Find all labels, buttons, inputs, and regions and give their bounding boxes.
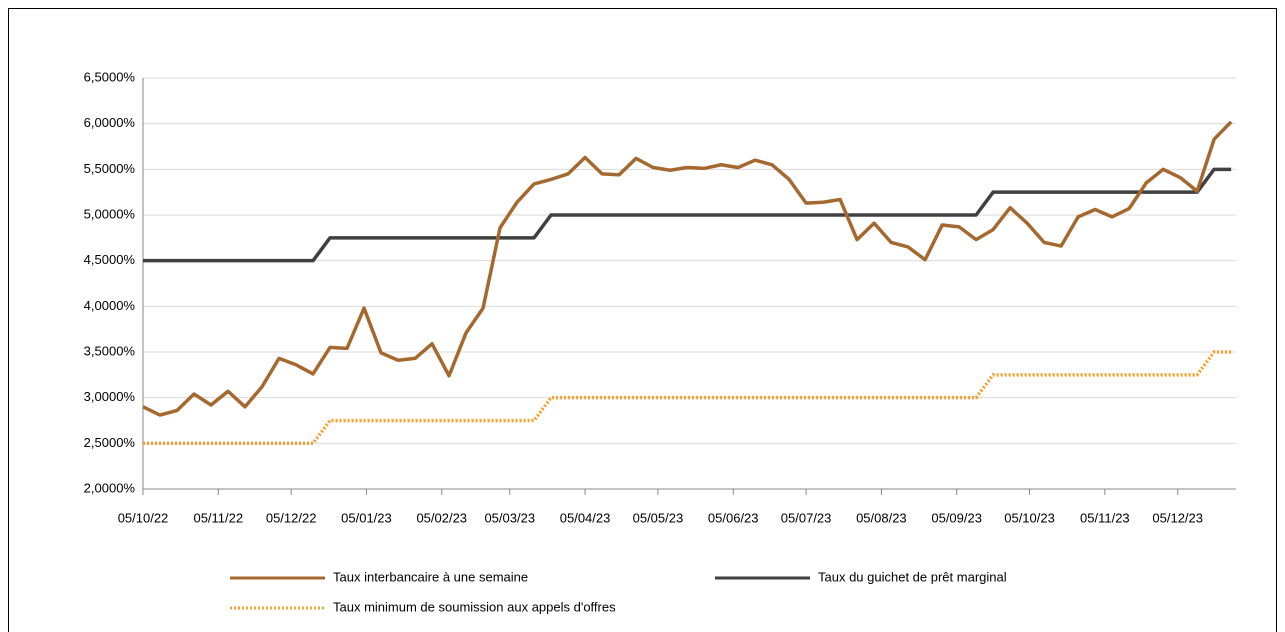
x-tick-label: 05/03/23 — [484, 510, 535, 525]
x-tick-label: 05/04/23 — [560, 510, 611, 525]
legend-label: Taux du guichet de prêt marginal — [818, 569, 1007, 584]
y-tick-label: 2,0000% — [84, 480, 136, 495]
y-tick-label: 3,0000% — [84, 389, 136, 404]
y-tick-label: 4,0000% — [84, 298, 136, 313]
x-tick-label: 05/08/23 — [856, 510, 907, 525]
series-line — [143, 350, 1232, 446]
series-line — [142, 120, 1233, 417]
y-tick-label: 5,5000% — [84, 161, 136, 176]
x-tick-label: 05/10/22 — [118, 510, 169, 525]
x-tick-label: 05/12/22 — [266, 510, 317, 525]
y-tick-label: 5,0000% — [84, 206, 136, 221]
y-tick-label: 6,5000% — [84, 69, 136, 84]
legend-label: Taux interbancaire à une semaine — [333, 569, 528, 584]
x-tick-label: 05/01/23 — [341, 510, 392, 525]
chart-frame — [8, 8, 1277, 632]
x-tick-label: 05/11/23 — [1080, 510, 1130, 525]
x-tick-label: 05/11/22 — [193, 510, 243, 525]
y-tick-label: 4,5000% — [84, 252, 136, 267]
series-line — [143, 167, 1232, 263]
y-tick-label: 3,5000% — [84, 343, 136, 358]
x-tick-label: 05/02/23 — [416, 510, 467, 525]
y-tick-label: 6,0000% — [84, 115, 136, 130]
legend-label: Taux minimum de soumission aux appels d'… — [333, 599, 616, 614]
x-tick-label: 05/06/23 — [708, 510, 759, 525]
x-tick-label: 05/09/23 — [931, 510, 982, 525]
x-tick-label: 05/05/23 — [633, 510, 684, 525]
x-tick-label: 05/10/23 — [1004, 510, 1055, 525]
y-tick-label: 2,5000% — [84, 435, 136, 450]
x-tick-label: 05/07/23 — [781, 510, 832, 525]
x-tick-label: 05/12/23 — [1152, 510, 1203, 525]
